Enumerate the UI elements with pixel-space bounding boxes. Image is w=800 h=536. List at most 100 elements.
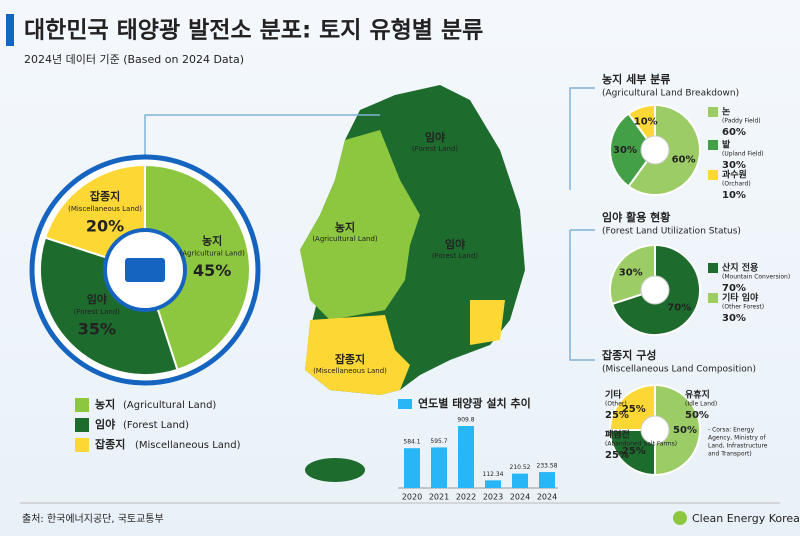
subtitle: 2024년 데이터 기준 (Based on 2024 Data) xyxy=(24,53,244,66)
note: Agency, Ministry of xyxy=(708,435,766,442)
legend-label: 25% xyxy=(605,410,629,421)
panel-center xyxy=(640,415,670,445)
legend-label: 10% xyxy=(722,190,746,201)
legend-name-en: (Agricultural Land) xyxy=(123,400,216,411)
note: and Transport) xyxy=(708,451,752,458)
slice-name-en: (Miscellaneous Land) xyxy=(68,205,142,213)
bar-value: 595.7 xyxy=(430,438,447,445)
x-tick-label: 2024 xyxy=(510,493,530,502)
map-misc-east xyxy=(470,300,505,345)
legend-name: 산지 전용 xyxy=(722,262,758,274)
legend-name-en: (Other Forest) xyxy=(722,304,764,311)
slice xyxy=(144,163,251,372)
legend-name-en: (Orchard) xyxy=(722,181,751,188)
legend-swatch xyxy=(708,170,718,180)
slice-name-en: (Agricultural Land) xyxy=(179,249,245,257)
x-tick-label: 2022 xyxy=(456,493,476,502)
bar-title-icon xyxy=(398,399,412,409)
legend-swatch xyxy=(708,263,718,273)
legend-swatch xyxy=(75,438,89,452)
legend-name: 논 xyxy=(722,107,730,118)
brand: Clean Energy Korea xyxy=(692,512,800,525)
slice-label: 60% xyxy=(672,154,696,165)
x-tick-label: 2024 xyxy=(537,493,557,502)
legend-name-en: (Abandoned Salt Farms) xyxy=(605,441,677,448)
panel-center xyxy=(640,275,670,305)
map-label-en: (Forest Land) xyxy=(412,145,459,153)
connector xyxy=(569,87,595,361)
map-label: 잡종지 xyxy=(335,352,365,366)
panel-title-en: (Forest Land Utilization Status) xyxy=(602,227,741,237)
title: 대한민국 태양광 발전소 분포: 토지 유형별 분류 xyxy=(24,18,483,44)
map-label: 농지 xyxy=(335,220,355,234)
legend-name-en: (Forest Land) xyxy=(123,420,189,431)
title-bar xyxy=(6,14,14,46)
slice-name: 임야 xyxy=(87,292,107,306)
panel-title: 농지 세부 분류 xyxy=(602,72,670,86)
panel-title: 잡종지 구성 xyxy=(602,348,656,362)
legend-name: 임야 xyxy=(95,417,115,431)
slice-label: 70% xyxy=(667,303,691,314)
map-agri xyxy=(300,130,420,320)
slice-name: 농지 xyxy=(202,233,222,247)
bar-value: 909.8 xyxy=(457,417,474,424)
note: - Corsa: Energy xyxy=(708,427,755,434)
bar xyxy=(404,448,420,488)
bar-value: 112.34 xyxy=(483,471,504,478)
panel-title-en: (Agricultural Land Breakdown) xyxy=(602,89,739,99)
legend-swatch xyxy=(75,398,89,412)
legend-name: 잡종지 xyxy=(95,437,125,451)
brand-logo xyxy=(673,511,687,525)
legend-name-en: (Miscellaneous Land) xyxy=(135,440,241,451)
panel-title: 임야 활용 현황 xyxy=(602,210,670,224)
bar xyxy=(485,480,501,488)
map-label-en: (Miscellaneous Land) xyxy=(313,367,387,375)
legend-label: 25% xyxy=(605,450,629,461)
legend-name: 기타 임야 xyxy=(722,292,759,304)
x-tick-label: 2023 xyxy=(483,493,503,502)
legend-label: 50% xyxy=(685,410,709,421)
legend-name-en: (Upland Field) xyxy=(722,151,764,158)
legend-swatch xyxy=(708,140,718,150)
legend-name: 과수원 xyxy=(722,169,747,181)
legend-name: 밭 xyxy=(722,139,731,151)
legend-label: 30% xyxy=(722,313,746,324)
slice-label: 25% xyxy=(622,404,646,415)
slice-label: 10% xyxy=(634,116,658,127)
slice-label: 30% xyxy=(619,267,643,278)
connector xyxy=(144,114,380,160)
legend-swatch xyxy=(75,418,89,432)
legend-name-en: (Idle Land) xyxy=(685,401,717,408)
bar xyxy=(431,447,447,488)
jeju xyxy=(305,458,365,482)
legend-label: 60% xyxy=(722,127,746,138)
x-tick-label: 2020 xyxy=(402,493,422,502)
bar-value: 233.58 xyxy=(537,463,558,470)
slice-label: 45% xyxy=(193,261,231,280)
legend-name-en: (Mountain Conversion) xyxy=(722,274,790,281)
map xyxy=(300,85,525,482)
slice-label: 25% xyxy=(622,446,646,457)
bar xyxy=(539,472,555,488)
solar-icon xyxy=(125,258,165,282)
slice-name-en: (Forest Land) xyxy=(74,308,121,316)
panel-title-en: (Miscellaneous Land Composition) xyxy=(602,365,756,375)
slice-label: 30% xyxy=(613,145,637,156)
map-label-en: (Agricultural Land) xyxy=(312,235,378,243)
legend-name-en: (Paddy Field) xyxy=(722,118,761,125)
legend-swatch xyxy=(708,293,718,303)
map-label: 임야 xyxy=(425,130,445,144)
note: Land, Infrastructure xyxy=(708,443,768,450)
bar-value: 210.52 xyxy=(510,464,531,471)
map-misc xyxy=(305,315,410,395)
panel-center xyxy=(640,135,670,165)
slice-name: 잡종지 xyxy=(90,189,120,203)
slice-label: 20% xyxy=(86,216,124,235)
map-label-en: (Forest Land) xyxy=(432,252,479,260)
legend-name-en: (Other) xyxy=(605,401,627,408)
bar-value: 584.1 xyxy=(403,439,420,446)
slice-label: 50% xyxy=(673,425,697,436)
legend-name: 농지 xyxy=(95,397,115,411)
legend-swatch xyxy=(708,107,718,117)
bar-title: 연도별 태양광 설치 추이 xyxy=(418,396,531,410)
